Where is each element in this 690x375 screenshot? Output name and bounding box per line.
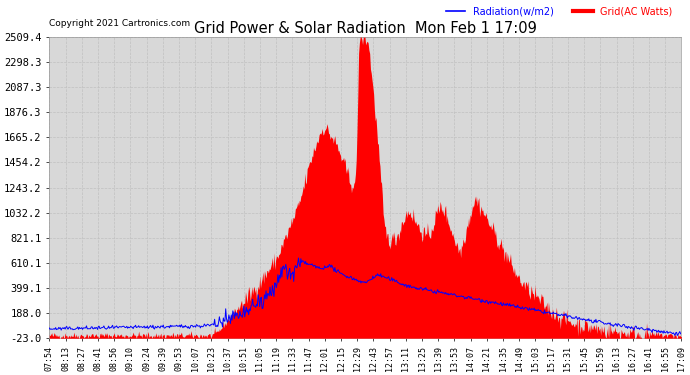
Title: Grid Power & Solar Radiation  Mon Feb 1 17:09: Grid Power & Solar Radiation Mon Feb 1 1… <box>194 21 537 36</box>
Text: Copyright 2021 Cartronics.com: Copyright 2021 Cartronics.com <box>49 19 190 28</box>
Legend: Radiation(w/m2), Grid(AC Watts): Radiation(w/m2), Grid(AC Watts) <box>442 3 676 20</box>
